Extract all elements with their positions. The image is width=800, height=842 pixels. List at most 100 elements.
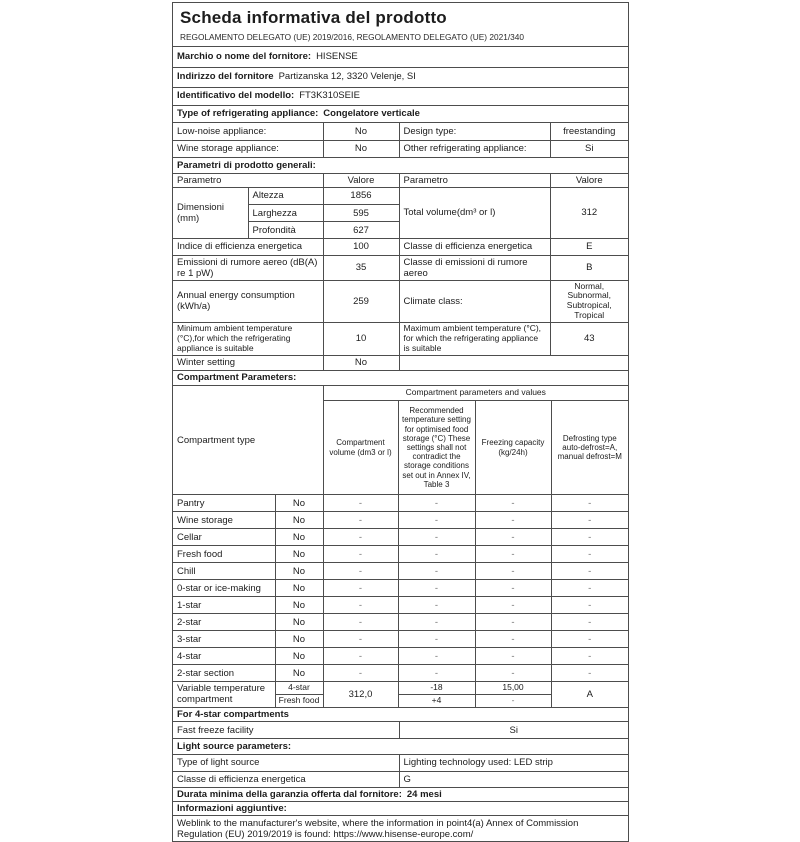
compartment-present: No [275, 511, 324, 530]
compartment-defrost: - [551, 545, 629, 564]
compartment-row-wine-storage: Wine storage No - - - - [173, 511, 629, 530]
compartment-volume: - [323, 647, 399, 666]
model-id-row: Identificativo del modello: FT3K310SEIE [173, 87, 628, 106]
general-column-header-row: Parametro Valore Parametro Valore [173, 173, 629, 188]
model-id-cell: Identificativo del modello: FT3K310SEIE [173, 87, 628, 106]
supplier-brand-value: HISENSE [316, 51, 358, 63]
total-volume-value: 312 [550, 187, 628, 240]
ambient-temp-row: Minimum ambient temperature (°C),for whi… [173, 322, 628, 356]
other-appliance-value: Si [550, 140, 628, 158]
compartment-type: 2-star [173, 613, 276, 632]
other-appliance-label: Other refrigerating appliance: [399, 140, 551, 158]
compartment-defrost: - [551, 562, 629, 581]
compartment-capacity: - [475, 528, 552, 547]
compartment-volume: - [323, 511, 399, 530]
energy-value: 259 [323, 280, 400, 323]
light-class-row: Classe di efficienza energetica G [173, 771, 629, 788]
col-valore-right: Valore [550, 173, 629, 188]
variable-temp-capacity: 15,00 [475, 681, 552, 695]
variable-temp-row-fresh-food: Fresh food +4 - [173, 694, 628, 708]
variable-temp-sub-name: Fresh food [275, 694, 324, 708]
variable-temp-setting: -18 [398, 681, 476, 695]
appliance-type-label: Type of refrigerating appliance: [177, 107, 319, 119]
compartment-row-1-star: 1-star No - - - - [173, 596, 629, 615]
compartment-volume: - [323, 494, 399, 513]
design-type-value: freestanding [550, 122, 628, 141]
height-label: Altezza [248, 187, 324, 206]
appliance-flags-table: Low-noise appliance: No Design type: fre… [173, 122, 628, 158]
four-star-section-title: For 4-star compartments [173, 707, 629, 723]
light-section-row: Light source parameters: [173, 739, 629, 755]
compartment-present: No [275, 664, 324, 683]
compartment-type: 0-star or ice-making [173, 579, 276, 598]
compartment-present: No [275, 545, 324, 564]
compartment-defrost: - [551, 630, 629, 649]
compartment-capacity: - [475, 613, 552, 632]
supplier-address-cell: Indirizzo del fornitore Partizanska 12, 3… [173, 67, 628, 88]
supplier-brand-cell: Marchio o nome del fornitore: HISENSE [173, 47, 628, 68]
compartment-present: No [275, 562, 324, 581]
compartment-volume: - [323, 528, 399, 547]
winter-setting-empty-cell [399, 355, 628, 371]
compartments-values-header-row: Compartment type Compartment parameters … [173, 385, 629, 496]
compartment-temp: - [398, 579, 476, 598]
variable-temp-setting: +4 [398, 694, 476, 708]
appliance-type-row: Type of refrigerating appliance: Congelat… [173, 105, 628, 123]
width-label: Larghezza [248, 204, 324, 223]
variable-temp-volume: 312,0 [323, 681, 399, 708]
manufacturer-weblink: https://www.hisense-europe.com/ [333, 829, 474, 841]
compartment-capacity: - [475, 630, 552, 649]
noise-label: Emissioni di rumore aereo (dB(A) re 1 pW… [173, 255, 324, 281]
noise-class-value: B [550, 255, 628, 281]
max-temp-label: Maximum ambient temperature (°C), for wh… [399, 322, 551, 356]
col-recommended-temp: Recommended temperature setting for opti… [398, 400, 476, 496]
compartment-type-header: Compartment type [173, 385, 324, 496]
low-noise-row: Low-noise appliance: No Design type: fre… [173, 122, 628, 141]
compartment-present: No [275, 647, 324, 666]
width-value: 595 [323, 204, 400, 223]
eei-class-label: Classe di efficienza energetica [399, 239, 551, 256]
footer-table: Durata minima della garanzia offerta dal… [173, 787, 628, 842]
col-valore-left: Valore [323, 173, 400, 188]
warranty-label: Durata minima della garanzia offerta dal… [177, 789, 402, 801]
compartment-temp: - [398, 613, 476, 632]
model-id-label: Identificativo del modello: [177, 90, 295, 102]
dimension-depth-row: Profondità 627 [173, 221, 628, 240]
col-compartment-volume: Compartment volume (dm3 or l) [323, 400, 399, 496]
compartment-capacity: - [475, 545, 552, 564]
energy-label: Annual energy consumption (kWh/a) [173, 280, 324, 323]
winter-setting-value: No [323, 355, 400, 371]
compartment-temp: - [398, 647, 476, 666]
low-noise-label: Low-noise appliance: [173, 122, 324, 141]
compartment-row-fresh-food: Fresh food No - - - - [173, 545, 629, 564]
eei-value: 100 [323, 239, 400, 256]
compartment-volume: - [323, 596, 399, 615]
compartment-temp: - [398, 494, 476, 513]
light-class-value: G [399, 771, 629, 788]
design-type-label: Design type: [399, 122, 551, 141]
winter-setting-label: Winter setting [173, 355, 324, 371]
eei-row: Indice di efficienza energetica 100 Clas… [173, 239, 628, 256]
col-freezing-capacity: Freezing capacity (kg/24h) [475, 400, 552, 496]
compartments-column-header-row: Compartment volume (dm3 or l) Recommende… [173, 400, 629, 496]
compartment-temp: - [398, 545, 476, 564]
eei-label: Indice di efficienza energetica [173, 239, 324, 256]
compartment-defrost: - [551, 664, 629, 683]
four-star-section-row: For 4-star compartments [173, 707, 629, 723]
compartment-temp: - [398, 562, 476, 581]
min-temp-value: 10 [323, 322, 400, 356]
dimensions-label: Dimensioni (mm) [173, 187, 249, 240]
compartment-values-header: Compartment parameters and values [323, 385, 629, 402]
compartment-row-pantry: Pantry No - - - - [173, 494, 629, 513]
compartment-present: No [275, 630, 324, 649]
weblink-cell: Weblink to the manufacturer's website, w… [173, 816, 628, 842]
depth-value: 627 [323, 221, 400, 240]
compartment-defrost: - [551, 579, 629, 598]
compartment-type: 4-star [173, 647, 276, 666]
compartment-type: 2-star section [173, 664, 276, 683]
compartment-capacity: - [475, 511, 552, 530]
dimension-height-row: Dimensioni (mm) Altezza 1856 Total volum… [173, 187, 628, 240]
compartment-capacity: - [475, 596, 552, 615]
fast-freeze-label: Fast freeze facility [173, 721, 400, 740]
variable-temp-row-4-star: Variable temperature compartment 4-star … [173, 681, 629, 708]
